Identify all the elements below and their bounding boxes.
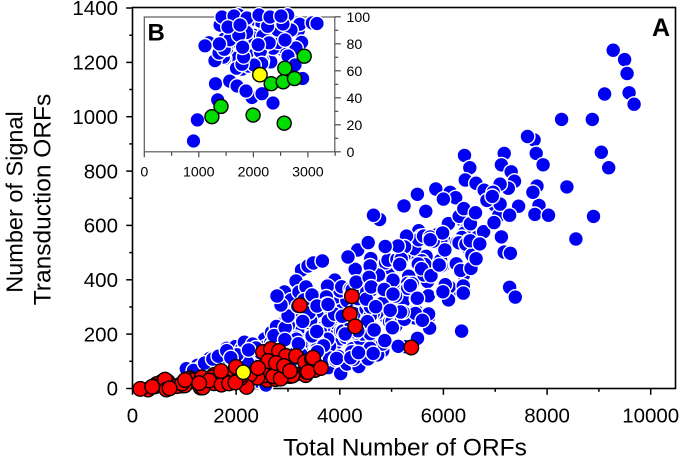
svg-text:400: 400 bbox=[84, 269, 118, 292]
svg-text:20: 20 bbox=[347, 118, 363, 134]
svg-text:B: B bbox=[148, 20, 165, 47]
svg-text:4000: 4000 bbox=[317, 405, 363, 428]
svg-text:0: 0 bbox=[127, 405, 138, 428]
svg-text:2000: 2000 bbox=[238, 165, 270, 181]
svg-text:Total Number of ORFs: Total Number of ORFs bbox=[283, 435, 527, 462]
svg-text:1000: 1000 bbox=[72, 106, 118, 129]
svg-text:0: 0 bbox=[107, 378, 118, 401]
svg-text:10000: 10000 bbox=[622, 405, 679, 428]
svg-text:8000: 8000 bbox=[524, 405, 570, 428]
svg-text:Transduction ORFs: Transduction ORFs bbox=[29, 94, 56, 306]
svg-text:A: A bbox=[652, 14, 670, 42]
svg-text:200: 200 bbox=[84, 323, 118, 346]
svg-text:0: 0 bbox=[140, 165, 148, 181]
svg-text:3000: 3000 bbox=[292, 165, 324, 181]
svg-text:0: 0 bbox=[347, 145, 355, 161]
svg-text:1200: 1200 bbox=[72, 52, 118, 75]
svg-text:Number of Signal: Number of Signal bbox=[2, 111, 28, 293]
svg-text:60: 60 bbox=[347, 64, 363, 80]
svg-text:80: 80 bbox=[347, 37, 363, 53]
svg-text:1000: 1000 bbox=[183, 165, 215, 181]
svg-text:40: 40 bbox=[347, 91, 363, 107]
svg-text:1400: 1400 bbox=[72, 0, 118, 20]
svg-text:6000: 6000 bbox=[421, 405, 467, 428]
svg-text:100: 100 bbox=[347, 10, 371, 26]
svg-text:2000: 2000 bbox=[213, 405, 259, 428]
svg-text:600: 600 bbox=[84, 215, 118, 238]
svg-text:800: 800 bbox=[84, 160, 118, 183]
